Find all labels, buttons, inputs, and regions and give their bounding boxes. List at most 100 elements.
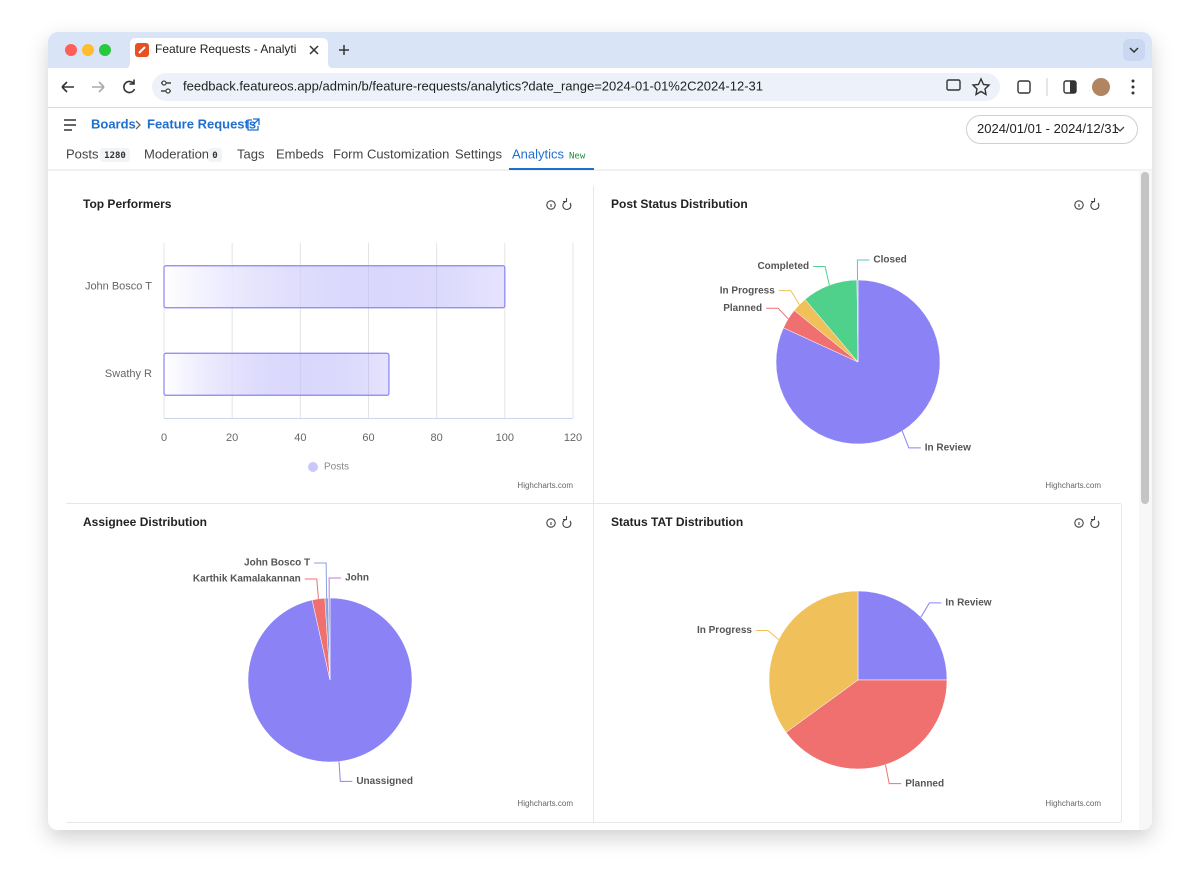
legend-label[interactable]: Posts — [324, 462, 349, 473]
bookmark-icon[interactable] — [971, 77, 991, 96]
tab-close[interactable] — [309, 45, 319, 55]
data-label: John — [345, 573, 369, 584]
active-tab[interactable] — [126, 38, 332, 68]
new-tab[interactable] — [339, 45, 349, 55]
info-icon[interactable] — [546, 200, 556, 210]
chart-credit: Highcharts.com — [517, 481, 573, 490]
data-label-connector — [885, 764, 902, 785]
tab-badge-count: 0 — [212, 151, 217, 161]
bar — [163, 265, 506, 309]
x-tick-label: 0 — [161, 432, 167, 444]
x-tick-label: 100 — [496, 432, 514, 444]
omnibox[interactable] — [152, 73, 1000, 101]
x-tick-label: 120 — [564, 432, 582, 444]
install-icon[interactable] — [946, 79, 961, 91]
tab[interactable]: Settings — [455, 146, 502, 161]
tab-search[interactable] — [1123, 39, 1145, 61]
tab[interactable]: Tags — [237, 146, 265, 161]
data-label: Completed — [757, 261, 809, 272]
chart-credit: Highcharts.com — [1045, 481, 1101, 490]
data-label: Planned — [905, 778, 944, 789]
profile-avatar[interactable] — [1092, 78, 1110, 96]
tab[interactable]: Moderation — [144, 146, 209, 161]
data-label-connector — [901, 430, 921, 449]
data-label: Closed — [873, 255, 906, 266]
forward-button[interactable] — [92, 81, 105, 93]
data-label-connector — [920, 602, 942, 618]
x-tick-label: 40 — [294, 432, 306, 444]
data-label-connector — [856, 259, 870, 281]
chart-title: Assignee Distribution — [83, 515, 207, 529]
tab-title: Feature Requests - Analytics — [155, 42, 308, 56]
breadcrumb-current[interactable]: Feature Requests — [147, 116, 256, 131]
chart-title: Status TAT Distribution — [611, 515, 743, 529]
minimize-window[interactable] — [82, 44, 94, 56]
tab[interactable]: Form Customization — [333, 146, 449, 161]
active-tab-indicator — [509, 168, 594, 170]
chart-credit: Highcharts.com — [517, 799, 573, 808]
date-range-picker[interactable] — [966, 115, 1138, 144]
data-label: In Review — [925, 442, 971, 453]
legend-marker — [308, 462, 318, 472]
close-window[interactable] — [65, 44, 77, 56]
info-icon[interactable] — [546, 518, 556, 528]
tab-badge — [100, 148, 130, 162]
menu-toggle[interactable] — [64, 119, 76, 131]
tab-active[interactable]: Analytics — [512, 146, 565, 161]
data-label: Karthik Kamalakannan — [193, 574, 301, 585]
data-label-connector — [813, 265, 830, 286]
favicon-glyph — [138, 46, 146, 54]
data-label-connector — [778, 290, 800, 305]
reset-icon[interactable] — [562, 516, 572, 528]
x-tick-label: 80 — [431, 432, 443, 444]
info-icon[interactable] — [1074, 518, 1084, 528]
data-label: In Progress — [720, 285, 775, 296]
y-tick-label: Swathy R — [105, 368, 152, 380]
x-tick-label: 20 — [226, 432, 238, 444]
pie-slice[interactable] — [328, 597, 331, 681]
x-tick-label: 60 — [362, 432, 374, 444]
site-info-dot — [165, 88, 171, 94]
data-label: In Review — [945, 598, 991, 609]
tab[interactable]: Embeds — [276, 146, 324, 161]
external-link-icon[interactable] — [247, 118, 260, 131]
data-label: In Progress — [697, 625, 752, 636]
breadcrumb-separator — [135, 120, 141, 130]
data-label-connector — [338, 761, 353, 782]
data-label: Planned — [723, 303, 762, 314]
menu-dot[interactable] — [1131, 91, 1135, 95]
reset-icon[interactable] — [1090, 516, 1100, 528]
tab-badge-count: 1280 — [104, 151, 126, 161]
data-label-connector — [766, 307, 789, 320]
tab-badge — [208, 148, 222, 162]
site-info-dot — [161, 80, 167, 86]
data-label-connector — [314, 562, 328, 599]
breadcrumb-link[interactable]: Boards — [91, 116, 136, 131]
data-label-connector — [304, 578, 319, 599]
window-content: Feature Requests - Analytics feedback.fe… — [48, 32, 1152, 830]
menu-dot[interactable] — [1131, 85, 1135, 89]
scrollbar-thumb[interactable] — [1141, 172, 1149, 504]
pie-slice[interactable] — [785, 679, 948, 770]
menu-dot[interactable] — [1131, 79, 1135, 83]
info-icon[interactable] — [1074, 200, 1084, 210]
tab[interactable]: Posts — [66, 146, 99, 161]
tab-search-icon — [1129, 47, 1139, 54]
reset-icon[interactable] — [562, 198, 572, 210]
reload-button[interactable] — [123, 79, 136, 94]
data-label-connector — [756, 630, 780, 640]
data-label-connector — [328, 577, 342, 599]
chart-title: Post Status Distribution — [611, 197, 748, 211]
back-button[interactable] — [61, 81, 74, 93]
zoom-window[interactable] — [99, 44, 111, 56]
extensions-icon[interactable] — [1017, 80, 1031, 94]
reset-icon[interactable] — [1090, 198, 1100, 210]
side-panel-fill — [1070, 81, 1076, 93]
pie-slice[interactable] — [768, 590, 859, 733]
data-label: John Bosco T — [244, 558, 310, 569]
date-range-chevron — [1115, 126, 1125, 132]
chart-title: Top Performers — [83, 197, 172, 211]
